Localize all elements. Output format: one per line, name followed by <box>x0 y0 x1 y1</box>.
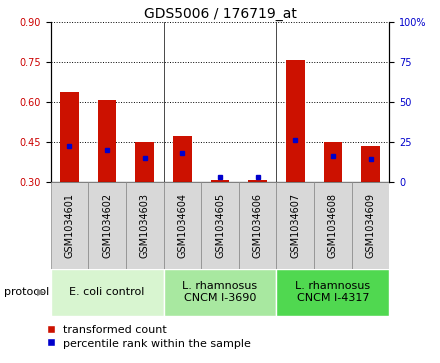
Bar <box>201 182 239 269</box>
Text: GSM1034603: GSM1034603 <box>140 192 150 258</box>
Text: L. rhamnosus
CNCM I-3690: L. rhamnosus CNCM I-3690 <box>183 281 257 303</box>
Bar <box>286 60 305 182</box>
Title: GDS5006 / 176719_at: GDS5006 / 176719_at <box>143 7 297 21</box>
Bar <box>276 269 389 316</box>
Bar <box>51 269 164 316</box>
Bar <box>136 142 154 182</box>
Bar <box>239 182 276 269</box>
Text: L. rhamnosus
CNCM I-4317: L. rhamnosus CNCM I-4317 <box>295 281 370 303</box>
Bar <box>352 182 389 269</box>
Text: GSM1034608: GSM1034608 <box>328 192 338 258</box>
Bar <box>164 269 276 316</box>
Text: GSM1034606: GSM1034606 <box>253 192 263 258</box>
Bar <box>164 182 201 269</box>
Bar <box>323 142 342 182</box>
Text: protocol: protocol <box>4 287 50 297</box>
Text: GSM1034605: GSM1034605 <box>215 192 225 258</box>
Text: ▶: ▶ <box>37 287 45 297</box>
Bar <box>173 136 192 182</box>
Bar <box>98 100 117 182</box>
Bar <box>276 182 314 269</box>
Text: E. coli control: E. coli control <box>70 287 145 297</box>
Text: GSM1034609: GSM1034609 <box>366 192 376 258</box>
Text: GSM1034601: GSM1034601 <box>64 192 74 258</box>
Bar <box>126 182 164 269</box>
Bar <box>51 182 88 269</box>
Legend: transformed count, percentile rank within the sample: transformed count, percentile rank withi… <box>48 325 251 348</box>
Bar <box>314 182 352 269</box>
Bar <box>361 146 380 182</box>
Text: GSM1034607: GSM1034607 <box>290 192 300 258</box>
Bar <box>60 92 79 182</box>
Bar <box>248 180 267 182</box>
Text: GSM1034604: GSM1034604 <box>177 192 187 258</box>
Bar <box>88 182 126 269</box>
Bar <box>211 180 229 182</box>
Text: GSM1034602: GSM1034602 <box>102 192 112 258</box>
